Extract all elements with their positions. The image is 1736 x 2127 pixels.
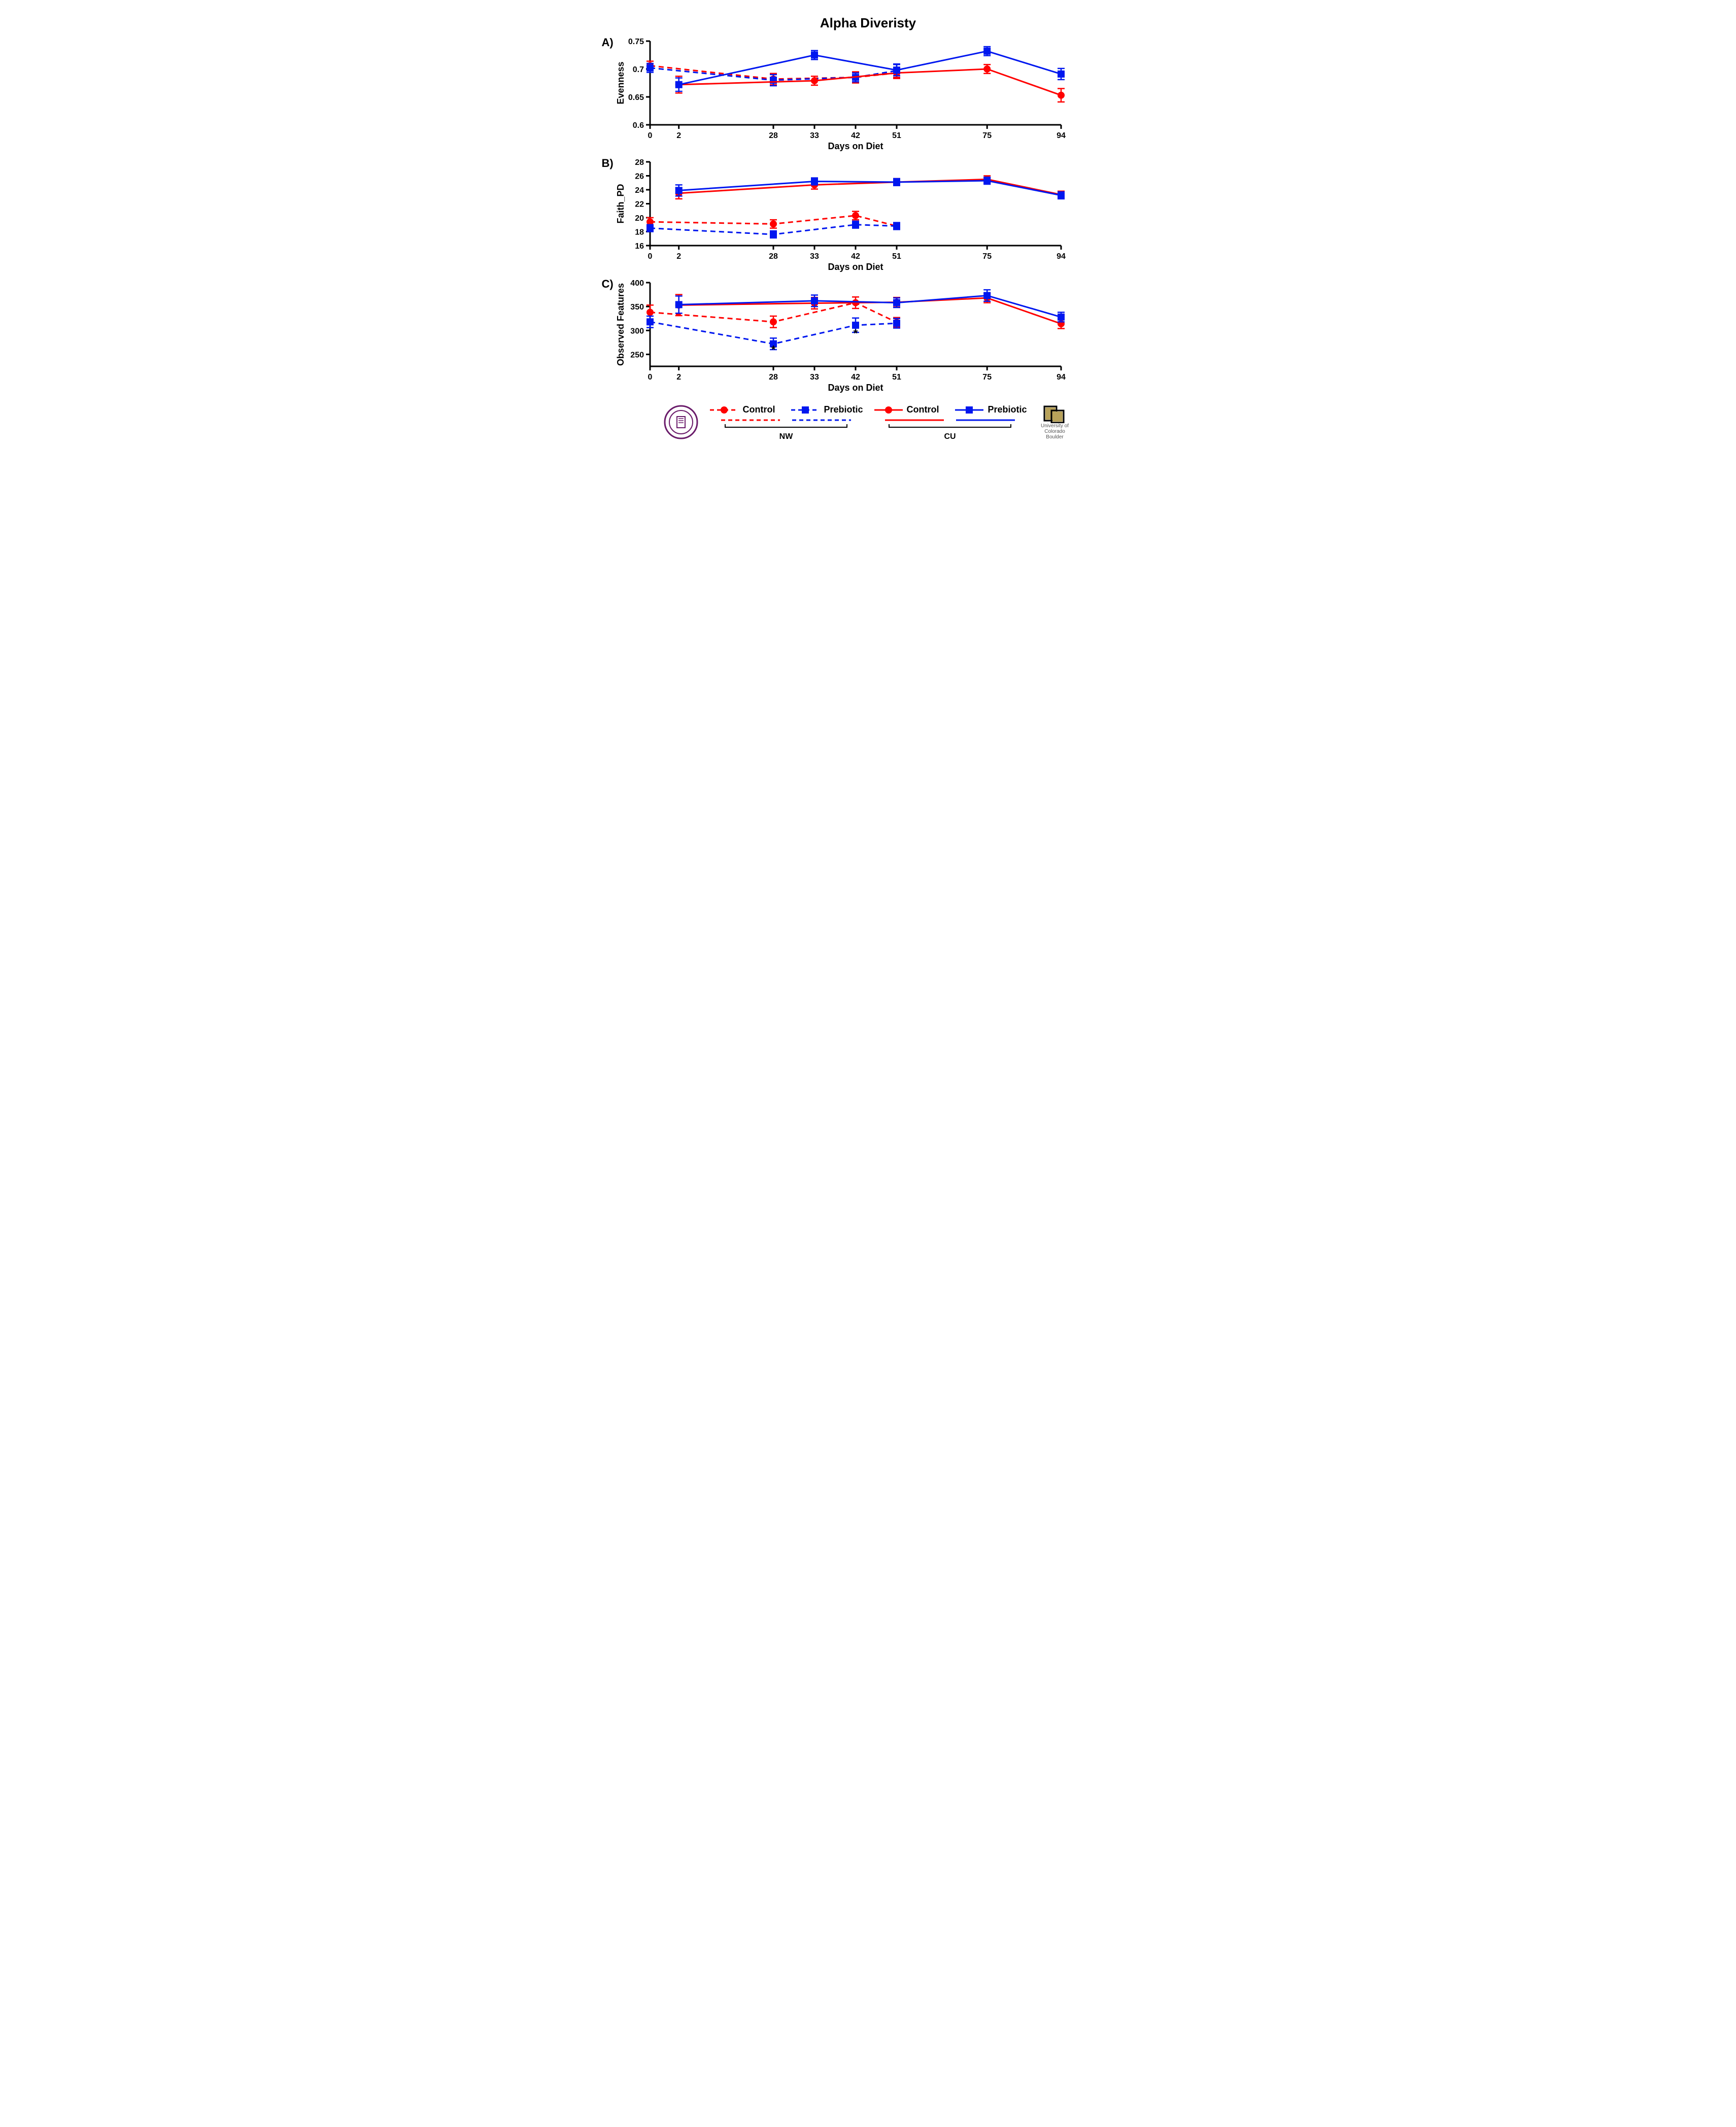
- panel-A: A)0.60.650.70.75Evenness02283342517594Da…: [615, 36, 1122, 153]
- svg-text:0: 0: [648, 373, 652, 382]
- legend-site-label: NW: [779, 432, 793, 441]
- svg-text:42: 42: [851, 131, 860, 140]
- svg-text:28: 28: [769, 252, 778, 261]
- svg-text:*: *: [853, 327, 858, 339]
- legend-label: Control: [742, 404, 775, 415]
- svg-text:51: 51: [892, 252, 901, 261]
- svg-text:22: 22: [635, 200, 644, 209]
- legend-label: Prebiotic: [988, 404, 1027, 415]
- northwestern-logo-icon: [663, 404, 699, 440]
- svg-text:*: *: [771, 344, 775, 356]
- svg-text:2: 2: [676, 373, 681, 382]
- svg-text:75: 75: [982, 252, 992, 261]
- svg-text:Evenness: Evenness: [616, 61, 626, 104]
- svg-text:18: 18: [635, 228, 644, 237]
- svg-text:2: 2: [676, 131, 681, 140]
- svg-text:2: 2: [676, 252, 681, 261]
- svg-text:Days on Diet: Days on Diet: [828, 262, 883, 272]
- legend-item-prebiotic: Prebiotic: [954, 404, 1027, 415]
- chart-C: 250 300 350 400 Observed Features 0 2 28 33 42 51 7…: [615, 278, 1071, 394]
- svg-text:42: 42: [851, 252, 860, 261]
- svg-text:26: 26: [635, 173, 644, 181]
- legend-group-nw: Control Prebiotic NW: [709, 404, 863, 441]
- svg-text:33: 33: [810, 373, 819, 382]
- svg-text:94: 94: [1057, 131, 1066, 140]
- svg-text:24: 24: [635, 186, 644, 195]
- svg-text:75: 75: [982, 131, 992, 140]
- svg-text:Observed Features: Observed Features: [616, 283, 626, 366]
- svg-text:0: 0: [648, 131, 652, 140]
- svg-text:33: 33: [810, 252, 819, 261]
- legend-item-prebiotic: Prebiotic: [790, 404, 863, 415]
- svg-text:0.65: 0.65: [628, 93, 643, 102]
- panel-C: C)250300350400Observed Features022833425…: [615, 278, 1122, 394]
- panel-label-C: C): [602, 278, 614, 291]
- svg-text:28: 28: [635, 158, 644, 167]
- svg-text:250: 250: [630, 351, 644, 359]
- legend-site-label: CU: [944, 432, 956, 441]
- svg-text:0: 0: [648, 252, 652, 261]
- cu-boulder-logo-icon: University of Colorado Boulder: [1037, 404, 1073, 440]
- svg-text:0.6: 0.6: [632, 121, 643, 130]
- svg-text:51: 51: [892, 373, 901, 382]
- svg-text:51: 51: [892, 131, 901, 140]
- figure: Alpha Diveristy A)0.60.650.70.75Evenness…: [615, 15, 1122, 441]
- svg-text:94: 94: [1057, 252, 1066, 261]
- chart-A: 0.6 0.65 0.7 0.75 Evenness 0 2 28 33 42 51 75 94 Days…: [615, 36, 1071, 153]
- svg-text:42: 42: [851, 373, 860, 382]
- cu-boulder-text: University of Colorado Boulder: [1037, 423, 1073, 440]
- panel-label-A: A): [602, 36, 614, 49]
- legend-item-control: Control: [873, 404, 939, 415]
- legend-label: Control: [907, 404, 939, 415]
- svg-text:33: 33: [810, 131, 819, 140]
- svg-text:400: 400: [630, 279, 644, 288]
- panels: A)0.60.650.70.75Evenness02283342517594Da…: [615, 36, 1122, 394]
- chart-B: 16 18 20 22 24 26 28 Faith_PD 0 2 28 33 42 51 75 94 Days…: [615, 157, 1071, 273]
- panel-B: B)16182022242628Faith_PD02283342517594Da…: [615, 157, 1122, 273]
- svg-text:16: 16: [635, 242, 644, 251]
- svg-text:75: 75: [982, 373, 992, 382]
- svg-text:0.7: 0.7: [632, 65, 643, 74]
- svg-text:300: 300: [630, 327, 644, 335]
- svg-text:94: 94: [1057, 373, 1066, 382]
- svg-text:28: 28: [769, 131, 778, 140]
- figure-title: Alpha Diveristy: [615, 15, 1122, 31]
- svg-text:28: 28: [769, 373, 778, 382]
- svg-text:20: 20: [635, 214, 644, 223]
- svg-text:0.75: 0.75: [628, 38, 643, 46]
- svg-text:Days on Diet: Days on Diet: [828, 141, 883, 151]
- legend-item-control: Control: [709, 404, 775, 415]
- svg-text:350: 350: [630, 303, 644, 312]
- legend-group-cu: Control Prebiotic CU: [873, 404, 1027, 441]
- legend: Control Prebiotic NW Control Prebiotic CU Univ…: [615, 404, 1122, 441]
- svg-text:Days on Diet: Days on Diet: [828, 383, 883, 393]
- panel-label-B: B): [602, 157, 614, 170]
- legend-label: Prebiotic: [824, 404, 863, 415]
- svg-text:Faith_PD: Faith_PD: [616, 184, 626, 223]
